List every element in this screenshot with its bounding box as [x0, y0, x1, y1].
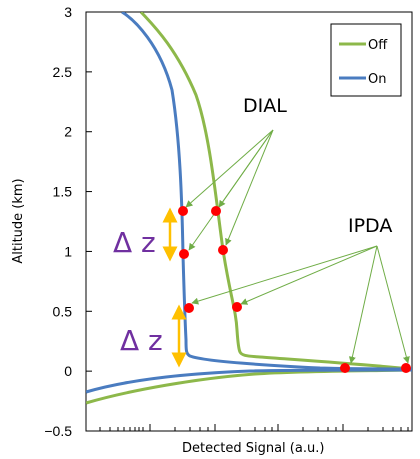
- marker-point: [211, 206, 221, 216]
- ipda-arrow: [191, 245, 378, 305]
- marker-point: [179, 249, 189, 259]
- y-tick-label: 1.5: [53, 184, 73, 200]
- marker-point: [401, 363, 411, 373]
- measurement-markers: [178, 206, 411, 373]
- series-on-line: [86, 12, 412, 394]
- y-ticks: 3 2.5 2 1.5 1 0.5 0 −0.5: [44, 4, 92, 439]
- ipda-label: IPDA: [348, 215, 392, 237]
- legend-label-on: On: [368, 72, 386, 87]
- dial-arrow: [225, 129, 274, 246]
- legend-label-off: Off: [368, 38, 388, 53]
- marker-point: [184, 303, 194, 313]
- delta-z-label-lower: Δ z: [120, 324, 163, 357]
- x-axis-title: Detected Signal (a.u.): [182, 441, 324, 456]
- dial-label: DIAL: [243, 95, 287, 117]
- marker-point: [178, 206, 188, 216]
- ipda-arrow: [240, 245, 378, 305]
- ipda-arrows: [191, 245, 410, 364]
- marker-point: [232, 302, 242, 312]
- ipda-arrow: [348, 245, 378, 364]
- y-tick-label: 2.5: [53, 64, 73, 80]
- plot-area: [85, 11, 413, 432]
- marker-point: [340, 363, 350, 373]
- legend: Off On: [330, 23, 402, 97]
- y-tick-label: 0.5: [53, 303, 73, 319]
- x-minor-ticks: [99, 424, 409, 431]
- y-tick-label: 0: [64, 363, 72, 379]
- y-tick-label: 2: [64, 124, 72, 140]
- delta-z-label-upper: Δ z: [113, 226, 156, 259]
- ipda-arrow: [376, 245, 410, 364]
- dial-arrows: [185, 129, 274, 251]
- y-tick-label: 1: [64, 243, 72, 259]
- series-off-line: [86, 12, 412, 405]
- delta-z-brackets: [162, 207, 187, 368]
- dial-arrow: [185, 129, 274, 208]
- dial-arrow: [188, 129, 274, 251]
- y-axis-title: Altitude (km): [11, 178, 26, 263]
- y-tick-label: −0.5: [44, 423, 72, 439]
- marker-point: [218, 245, 228, 255]
- y-tick-label: 3: [64, 4, 72, 20]
- legend-box: [330, 23, 402, 97]
